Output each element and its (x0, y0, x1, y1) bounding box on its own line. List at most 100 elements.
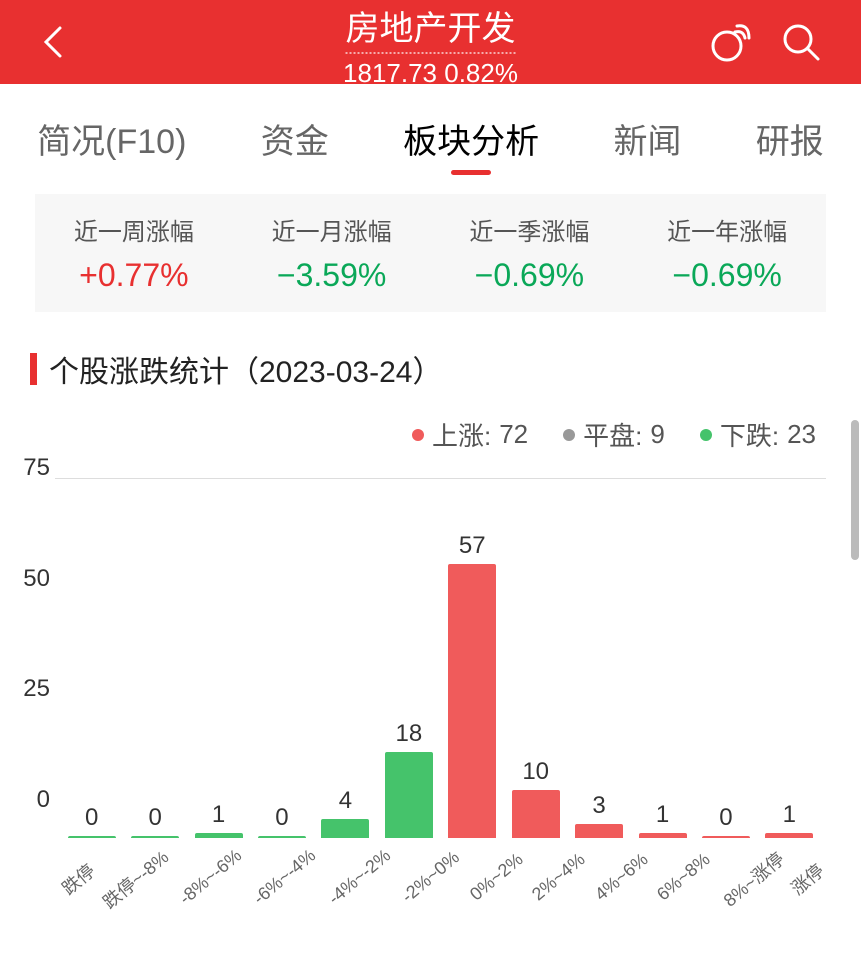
tab-2[interactable]: 板块分析 (398, 104, 544, 173)
bar (195, 833, 243, 838)
legend-dot-flat (563, 429, 575, 441)
period-value: −0.69% (628, 257, 826, 294)
bar-slot-7: 10 (504, 758, 567, 838)
bar (131, 836, 179, 838)
bar-value: 10 (522, 758, 549, 786)
bar-value: 1 (783, 801, 796, 829)
y-tick: 25 (10, 675, 50, 703)
period-3: 近一年涨幅 −0.69% (628, 194, 826, 312)
x-label: -4%~-2% (324, 845, 398, 913)
chart-area: 001041857103101 (55, 478, 826, 838)
bar-value: 57 (459, 532, 486, 560)
period-label: 近一年涨幅 (628, 212, 826, 247)
legend-down-value: 23 (787, 419, 816, 450)
x-label: 8%~涨停 (717, 846, 789, 913)
bar-value: 1 (212, 801, 225, 829)
period-label: 近一月涨幅 (233, 212, 431, 247)
y-tick: 0 (10, 786, 50, 814)
bar-slot-8: 3 (567, 792, 630, 838)
bar-slot-5: 18 (377, 720, 440, 838)
section-title-text: 个股涨跌统计 (49, 347, 229, 391)
tab-bar: 简况(F10) 资金板块分析新闻研报 (0, 84, 861, 174)
legend-down: 下跌: 23 (700, 416, 816, 453)
bar (575, 824, 623, 838)
x-label: 跌停~-8% (97, 844, 174, 914)
period-value: −3.59% (233, 257, 431, 294)
x-label: -2%~0% (398, 847, 467, 911)
legend-dot-up (412, 429, 424, 441)
legend-up-label: 上涨: (432, 416, 491, 453)
y-tick: 75 (10, 454, 50, 482)
period-label: 近一周涨幅 (35, 212, 233, 247)
bar-value: 0 (148, 804, 161, 832)
search-icon[interactable] (781, 22, 821, 67)
section-title-date: （2023-03-24） (229, 347, 442, 391)
period-1: 近一月涨幅 −3.59% (233, 194, 431, 312)
weibo-icon[interactable] (707, 20, 751, 69)
bar-value: 4 (339, 787, 352, 815)
bar (68, 836, 116, 838)
y-tick: 50 (10, 565, 50, 593)
header: 房地产开发 1817.73 0.82% (0, 0, 861, 84)
bar-value: 3 (592, 792, 605, 820)
bar-value: 1 (656, 801, 669, 829)
back-icon[interactable] (40, 24, 64, 65)
header-actions (707, 20, 821, 69)
bar-slot-0: 0 (60, 804, 123, 838)
section-title: 个股涨跌统计 （2023-03-24） (30, 347, 831, 391)
period-value: +0.77% (35, 257, 233, 294)
x-label: 2%~4% (528, 849, 593, 909)
y-axis: 7550250 (10, 468, 50, 828)
legend-flat: 平盘: 9 (563, 416, 665, 453)
price-line: 1817.73 0.82% (343, 58, 518, 89)
x-label: 0%~2% (466, 849, 531, 909)
legend-flat-value: 9 (650, 419, 664, 450)
bars-container: 001041857103101 (55, 479, 826, 838)
tab-1[interactable]: 资金 (256, 104, 334, 173)
bar (639, 833, 687, 838)
tab-0[interactable]: 简况(F10) (32, 104, 191, 173)
bar-value: 18 (395, 720, 422, 748)
scrollbar-thumb[interactable] (851, 420, 859, 560)
legend-up: 上涨: 72 (412, 416, 528, 453)
bar-slot-6: 57 (441, 532, 504, 838)
bar (702, 836, 750, 838)
header-center: 房地产开发 1817.73 0.82% (343, 1, 518, 89)
period-stats: 近一周涨幅 +0.77%近一月涨幅 −3.59%近一季涨幅−0.69%近一年涨幅 −0… (35, 194, 826, 312)
bar-slot-2: 1 (187, 801, 250, 838)
page-title[interactable]: 房地产开发 (345, 1, 515, 54)
x-label: 涨停 (785, 857, 829, 900)
bar-value: 0 (719, 804, 732, 832)
bar-slot-11: 1 (758, 801, 821, 838)
bar (448, 564, 496, 838)
tab-4[interactable]: 研报 (751, 104, 829, 173)
period-0: 近一周涨幅 +0.77% (35, 194, 233, 312)
bar-slot-9: 1 (631, 801, 694, 838)
tab-3[interactable]: 新闻 (608, 104, 686, 173)
legend-flat-label: 平盘: (583, 416, 642, 453)
bar-value: 0 (275, 804, 288, 832)
legend-up-value: 72 (499, 419, 528, 450)
index-price: 1817.73 (343, 58, 437, 88)
x-label: 跌停 (56, 857, 100, 900)
bar (512, 790, 560, 838)
x-label: 6%~8% (653, 849, 718, 909)
bar (385, 752, 433, 838)
x-label: -6%~-4% (249, 845, 323, 913)
x-axis: 跌停跌停~-8%-8%~-6%-6%~-4%-4%~-2%-2%~0%0%~2%… (55, 838, 826, 892)
bar (321, 819, 369, 838)
bar-slot-1: 0 (123, 804, 186, 838)
legend-down-label: 下跌: (720, 416, 779, 453)
period-value: −0.69% (431, 257, 629, 294)
bar (765, 833, 813, 838)
bar-slot-3: 0 (250, 804, 313, 838)
x-label: -8%~-6% (175, 845, 249, 913)
x-label: 4%~6% (591, 849, 656, 909)
chart-legend: 上涨: 72 平盘: 9 下跌: 23 (45, 416, 816, 453)
bar-value: 0 (85, 804, 98, 832)
period-2: 近一季涨幅−0.69% (431, 194, 629, 312)
bar (258, 836, 306, 838)
index-change: 0.82% (444, 58, 518, 88)
chart: 7550250 001041857103101 跌停跌停~-8%-8%~-6%-… (0, 468, 861, 892)
legend-dot-down (700, 429, 712, 441)
